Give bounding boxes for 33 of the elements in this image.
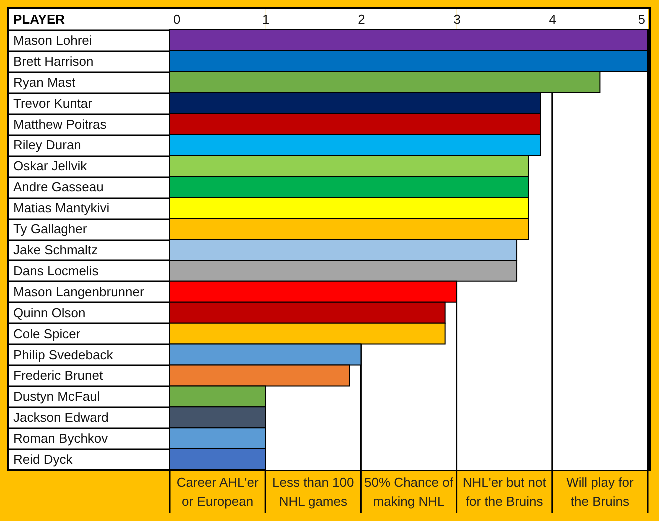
y-tick-label: Dustyn McFaul bbox=[14, 389, 100, 404]
band-label: 50% Chance of making NHL bbox=[364, 475, 454, 509]
y-tick-label: Mason Lohrei bbox=[14, 32, 92, 48]
y-tick-label: Ty Gallagher bbox=[14, 222, 88, 237]
y-axis-title: PLAYER bbox=[14, 12, 66, 27]
y-tick-label: Jake Schmaltz bbox=[14, 242, 98, 258]
y-tick-label: Reid Dyck bbox=[14, 452, 74, 468]
y-tick-label: Oskar Jellvik bbox=[14, 158, 88, 174]
band-label: Career AHL'er or European bbox=[176, 475, 260, 509]
y-tick-label: Brett Harrison bbox=[14, 54, 94, 69]
x-tick-label: 5 bbox=[638, 12, 646, 27]
y-tick-label: Frederic Brunet bbox=[14, 368, 104, 384]
y-tick-label: Roman Bychkov bbox=[14, 431, 109, 446]
y-tick-label: Jackson Edward bbox=[14, 410, 109, 426]
x-tick-label: 3 bbox=[454, 12, 461, 27]
y-tick-label: Philip Svedeback bbox=[14, 347, 114, 362]
x-tick-label: 4 bbox=[549, 12, 557, 27]
x-tick-label: 1 bbox=[262, 12, 270, 27]
y-tick-label: Ryan Mast bbox=[14, 74, 76, 90]
x-tick-label: 2 bbox=[358, 12, 366, 27]
y-tick-label: Dans Locmelis bbox=[14, 263, 100, 278]
y-tick-label: Cole Spicer bbox=[14, 326, 82, 342]
band-label: Less than 100 NHL games bbox=[272, 475, 354, 509]
band-label: Will play for the Bruins bbox=[566, 475, 634, 509]
y-tick-label: Quinn Olson bbox=[14, 305, 86, 320]
y-tick-label: Andre Gasseau bbox=[14, 180, 104, 195]
x-tick-label: 0 bbox=[174, 12, 181, 27]
y-tick-label: Trevor Kuntar bbox=[14, 96, 94, 111]
band-label: NHL'er but not for the Bruins bbox=[462, 475, 547, 509]
y-tick-label: Matthew Poitras bbox=[14, 116, 108, 132]
y-tick-label: Matias Mantykivi bbox=[14, 200, 110, 216]
y-tick-label: Riley Duran bbox=[14, 138, 82, 153]
y-tick-label: Mason Langenbrunner bbox=[14, 284, 145, 300]
